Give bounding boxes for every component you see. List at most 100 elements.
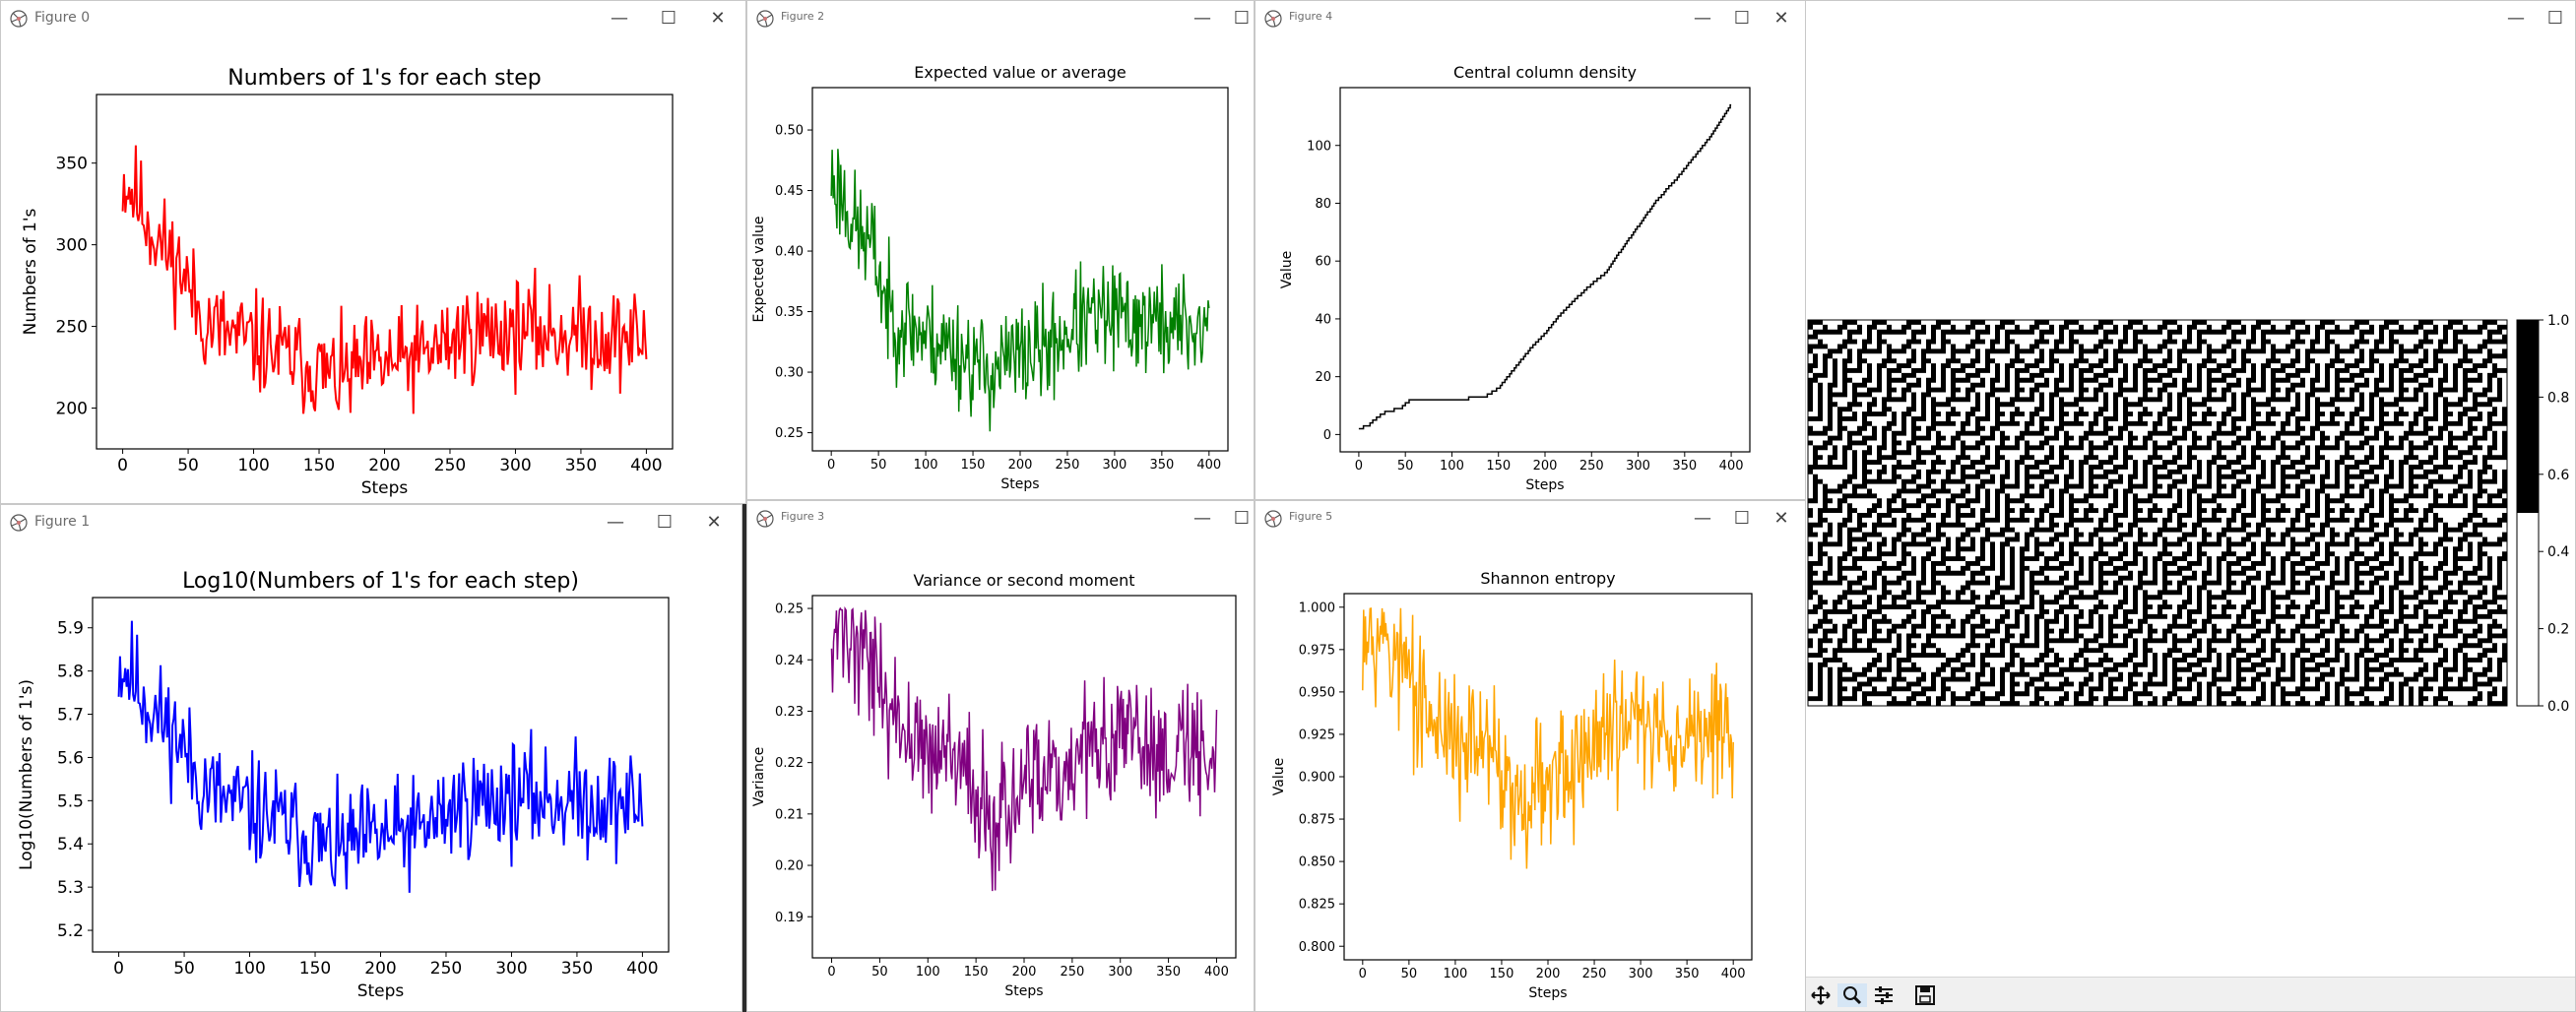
window-title: Figure 3 <box>781 510 825 523</box>
pan-icon[interactable] <box>1806 983 1835 1007</box>
x-tick-label: 250 <box>1582 967 1607 981</box>
figure-5-titlebar[interactable]: Figure 5 — ☐ ✕ <box>1256 501 1805 537</box>
y-axis-label: Numbers of 1's <box>21 209 40 336</box>
x-tick-label: 50 <box>1397 459 1414 474</box>
window-title: Figure 5 <box>1289 510 1333 523</box>
data-series-line <box>1358 103 1732 430</box>
y-tick-label: 0.40 <box>775 245 804 260</box>
configure-subplots-icon[interactable] <box>1869 983 1899 1007</box>
close-icon[interactable]: ✕ <box>706 512 722 533</box>
y-tick-label: 0.975 <box>1299 643 1335 658</box>
x-tick-label: 300 <box>1108 965 1132 980</box>
figure-6-titlebar[interactable]: — ☐ <box>1806 1 2575 36</box>
minimize-icon[interactable]: — <box>2507 8 2525 29</box>
x-tick-label: 200 <box>1536 967 1561 981</box>
x-tick-label: 300 <box>499 456 531 475</box>
x-tick-label: 0 <box>1359 967 1367 981</box>
x-tick-label: 400 <box>1204 965 1229 980</box>
cellular-automaton-heatmap: 0.0 0.2 0.4 0.6 0.8 1.0 <box>1807 313 2569 715</box>
data-series-line <box>121 145 648 414</box>
figure-1-window[interactable]: Figure 1 — ☐ ✕ Log10(Numbers of 1's for … <box>0 504 742 1012</box>
maximize-icon[interactable]: ☐ <box>2546 8 2564 29</box>
save-icon[interactable] <box>1910 983 1940 1007</box>
x-tick-label: 100 <box>233 959 265 979</box>
maximize-icon[interactable]: ☐ <box>1233 8 1251 29</box>
y-axis-label: Expected value <box>751 216 767 322</box>
close-icon[interactable]: ✕ <box>1773 8 1789 29</box>
minimize-icon[interactable]: — <box>611 8 628 29</box>
figure-1-titlebar[interactable]: Figure 1 — ☐ ✕ <box>1 505 741 540</box>
close-icon[interactable]: ✕ <box>710 8 726 29</box>
figure-0-titlebar[interactable]: Figure 0 — ☐ ✕ <box>1 1 745 36</box>
x-tick-label: 250 <box>1060 965 1084 980</box>
close-icon[interactable]: ✕ <box>1773 508 1789 529</box>
x-tick-label: 0 <box>1355 459 1363 474</box>
y-tick-label: 0.900 <box>1299 771 1335 786</box>
x-tick-label: 100 <box>916 965 940 980</box>
axes-frame <box>811 87 1229 452</box>
zoom-icon[interactable] <box>1837 983 1867 1007</box>
y-tick-label: 40 <box>1315 312 1331 327</box>
window-title: Figure 4 <box>1289 10 1333 23</box>
figure-4-window[interactable]: Figure 4 — ☐ ✕ Central column density 0 50… <box>1255 0 1806 500</box>
y-tick-label: 5.8 <box>57 663 84 682</box>
x-tick-label: 0 <box>117 456 128 475</box>
window-title: Figure 0 <box>34 10 91 26</box>
y-tick-label: 5.2 <box>57 921 84 941</box>
y-axis-label: Value <box>1279 251 1295 288</box>
figure-2-titlebar[interactable]: Figure 2 — ☐ <box>747 1 1254 36</box>
figure-5-window[interactable]: Figure 5 — ☐ ✕ Shannon entropy 0 50 100 150 2… <box>1255 500 1806 1012</box>
x-tick-label: 200 <box>1533 459 1558 474</box>
maximize-icon[interactable]: ☐ <box>660 8 677 29</box>
y-tick-label: 5.4 <box>57 835 84 854</box>
figure-3-titlebar[interactable]: Figure 3 — ☐ <box>747 501 1254 537</box>
colorbar-tick-label: 0.0 <box>2547 699 2569 715</box>
maximize-icon[interactable]: ☐ <box>1733 8 1751 29</box>
minimize-icon[interactable]: — <box>1694 508 1711 529</box>
axes-frame <box>92 597 670 953</box>
y-tick-label: 0.850 <box>1299 855 1335 870</box>
y-tick-label: 0.24 <box>775 654 804 668</box>
colorbar-tick-label: 0.4 <box>2547 544 2569 560</box>
x-tick-label: 300 <box>1629 967 1653 981</box>
matplotlib-logo-icon <box>1264 510 1282 528</box>
y-tick-label: 5.9 <box>57 619 84 639</box>
y-tick-label: 60 <box>1315 255 1331 270</box>
figure-0-window[interactable]: Figure 0 — ☐ ✕ Numbers of 1's for each s… <box>0 0 746 504</box>
x-tick-label: 300 <box>1102 458 1127 473</box>
y-tick-label: 5.7 <box>57 705 84 725</box>
maximize-icon[interactable]: ☐ <box>1733 508 1751 529</box>
y-tick-label: 0.22 <box>775 756 804 771</box>
maximize-icon[interactable]: ☐ <box>1233 508 1251 529</box>
figure-4-titlebar[interactable]: Figure 4 — ☐ ✕ <box>1256 1 1805 36</box>
data-series-line <box>830 149 1210 432</box>
matplotlib-logo-icon <box>756 510 774 528</box>
x-tick-label: 350 <box>1675 967 1700 981</box>
x-axis-label: Steps <box>1525 477 1564 493</box>
y-tick-label: 300 <box>56 236 88 256</box>
maximize-icon[interactable]: ☐ <box>656 512 674 533</box>
x-tick-label: 350 <box>1672 459 1697 474</box>
figure-6-window[interactable]: — ☐ 0.0 0.2 0.4 0.6 0.8 1.0 <box>1806 0 2576 1012</box>
y-axis-label: Variance <box>751 747 767 806</box>
figure-3-window[interactable]: Figure 3 — ☐ Variance or second moment 0 5… <box>746 500 1255 1012</box>
x-tick-label: 50 <box>177 456 199 475</box>
y-tick-label: 0.800 <box>1299 940 1335 955</box>
x-tick-label: 50 <box>173 959 195 979</box>
chart-title: Variance or second moment <box>913 571 1134 590</box>
x-tick-label: 100 <box>1443 967 1467 981</box>
y-tick-label: 0.21 <box>775 807 804 822</box>
y-tick-label: 350 <box>56 155 88 174</box>
minimize-icon[interactable]: — <box>1193 8 1211 29</box>
y-tick-label: 80 <box>1315 197 1331 212</box>
x-tick-label: 200 <box>1012 965 1037 980</box>
minimize-icon[interactable]: — <box>1193 508 1211 529</box>
figure-3-plot: Variance or second moment 0 50 100 150 200 250… <box>751 571 1237 999</box>
y-tick-label: 0 <box>1323 428 1331 443</box>
minimize-icon[interactable]: — <box>607 512 624 533</box>
figure-2-window[interactable]: Figure 2 — ☐ Expected value or average 0 5… <box>746 0 1255 500</box>
x-tick-label: 300 <box>1626 459 1650 474</box>
minimize-icon[interactable]: — <box>1694 8 1711 29</box>
x-axis-label: Steps <box>361 478 409 498</box>
y-tick-label: 0.825 <box>1299 898 1335 913</box>
